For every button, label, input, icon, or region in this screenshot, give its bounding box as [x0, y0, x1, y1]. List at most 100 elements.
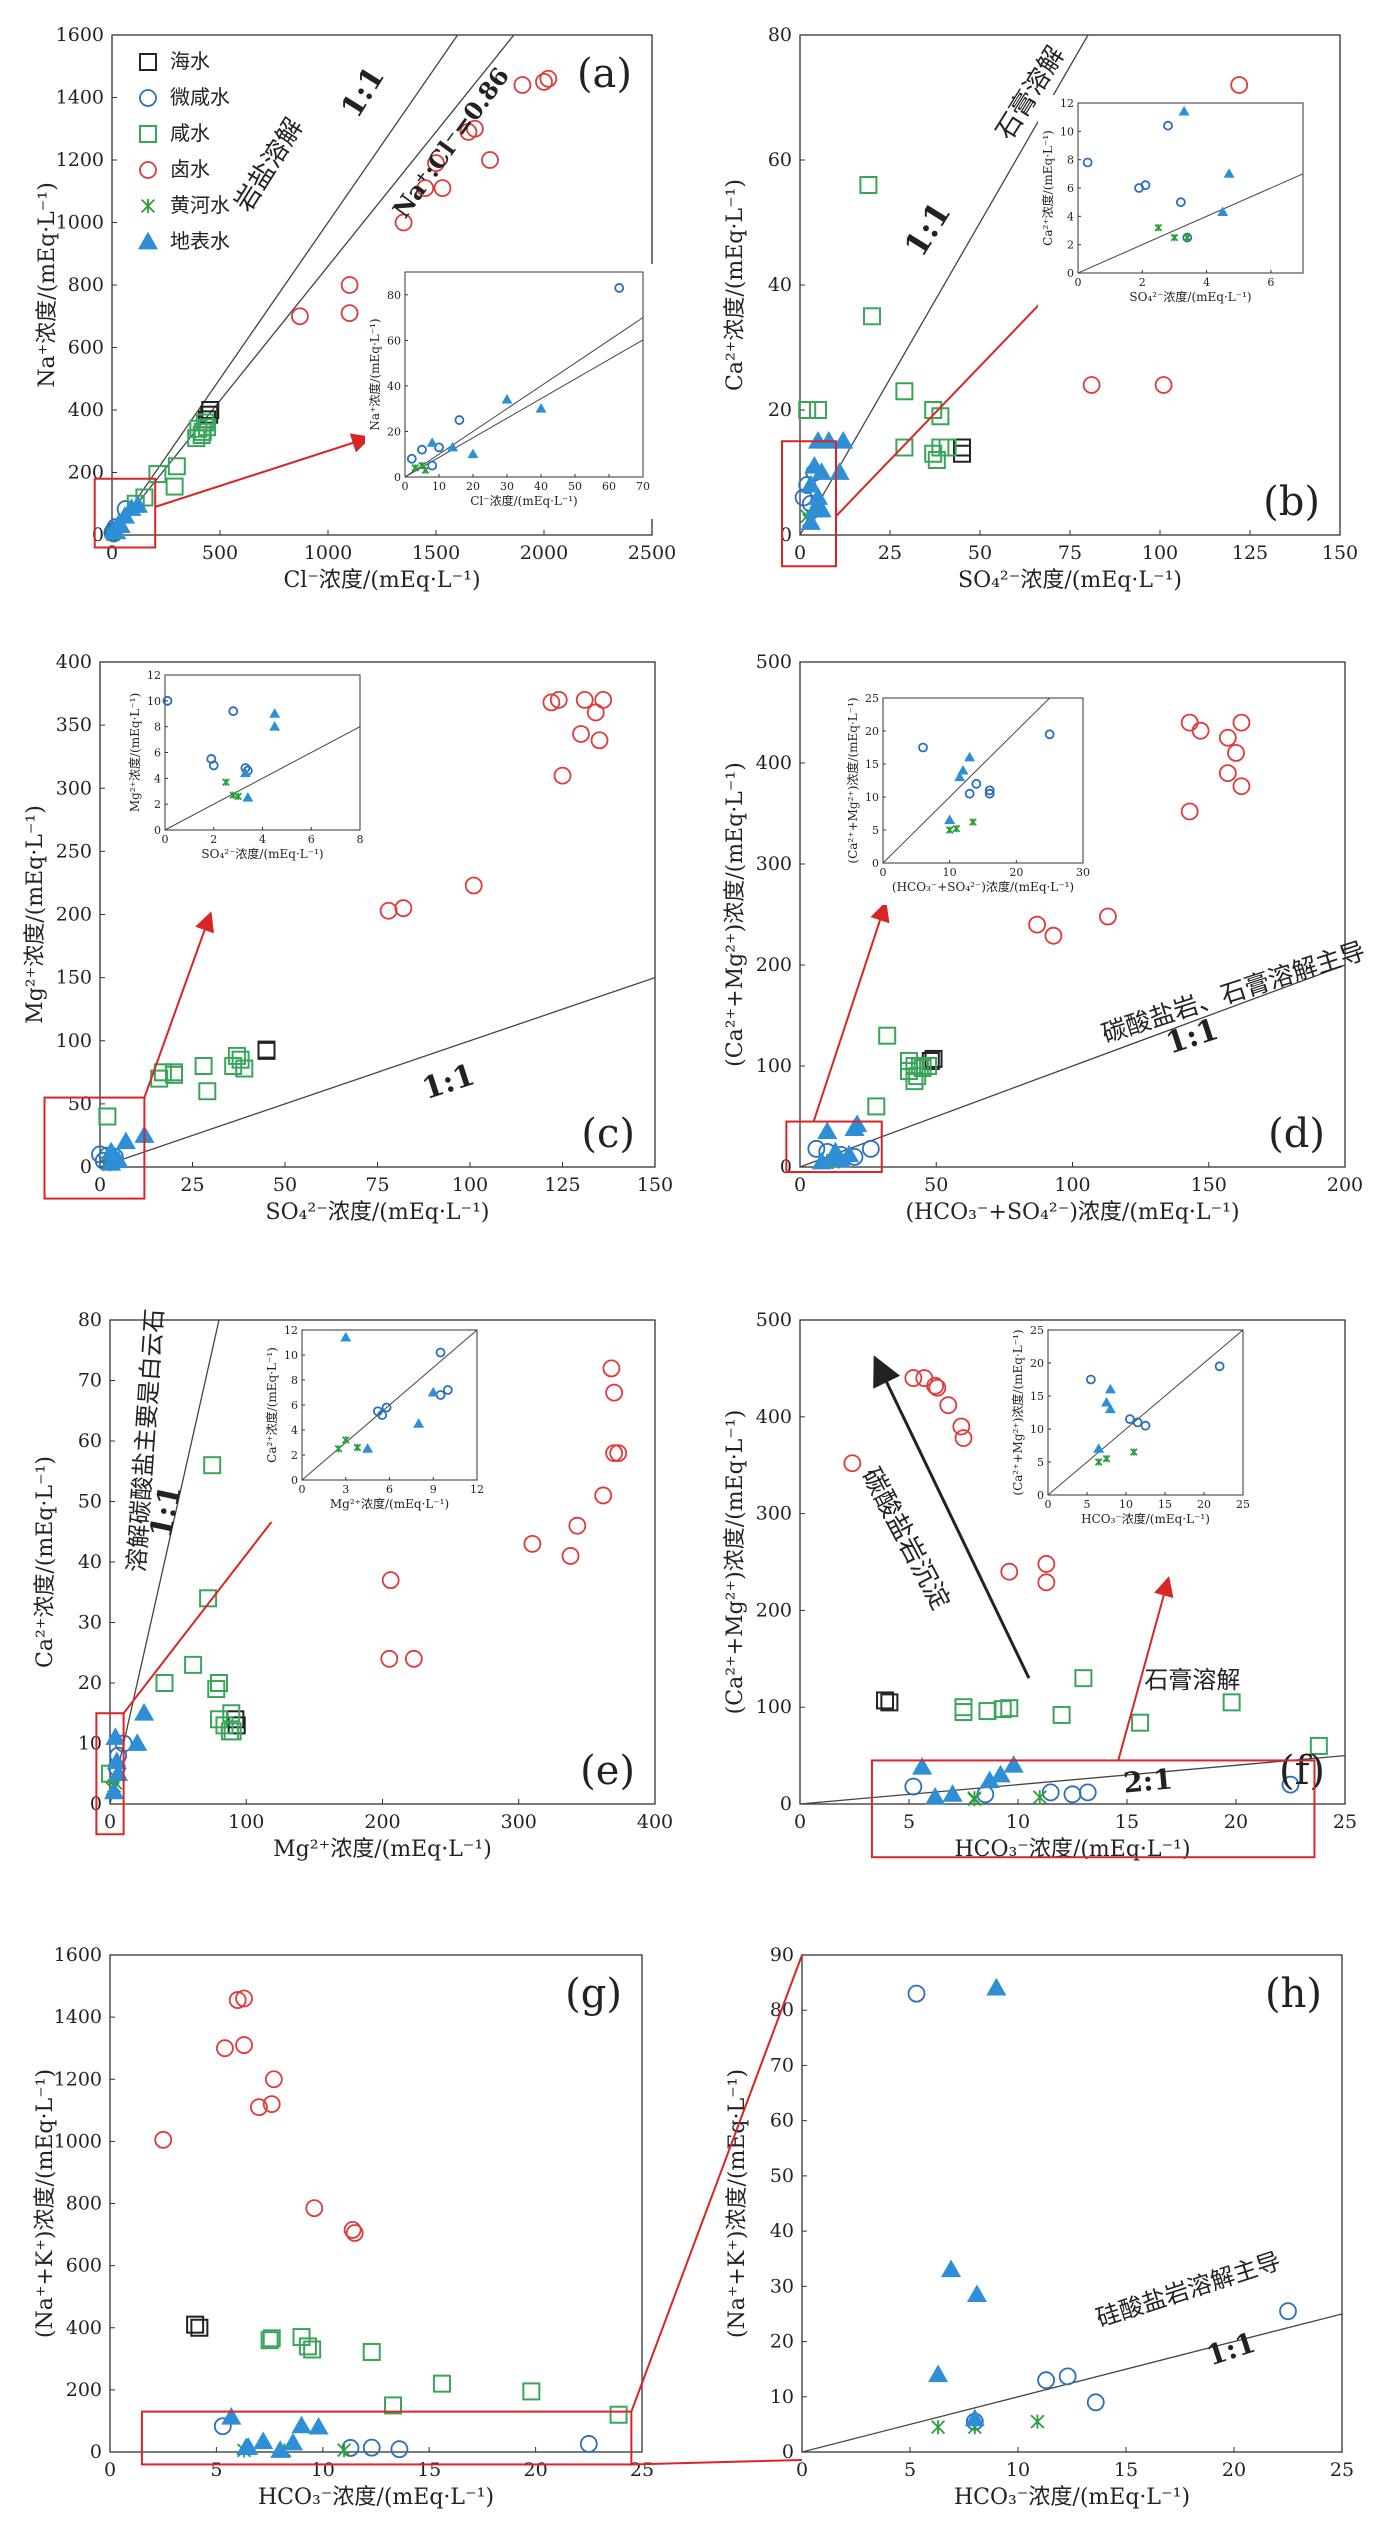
data-point-咸水 [194, 1057, 213, 1075]
x-tick-label: 15 [1114, 2459, 1138, 2481]
zoom-arrow [154, 433, 372, 508]
zoom-region-box [93, 477, 157, 549]
data-point-微咸水 [984, 788, 995, 799]
y-tick-label: 8 [154, 721, 161, 734]
x-tick-label: 10 [432, 480, 446, 493]
data-point-卤水 [1154, 376, 1173, 394]
data-point-卤水 [1218, 764, 1237, 782]
series-咸水 [98, 1046, 254, 1126]
y-axis-label: Na⁺浓度/(mEq·L⁻¹) [367, 318, 382, 430]
data-point-卤水 [1230, 76, 1249, 94]
data-point-咸水 [210, 1674, 228, 1692]
y-axis-label: Mg²⁺浓度/(mEq·L⁻¹) [23, 805, 48, 1024]
y-tick-label: 40 [78, 1551, 102, 1573]
y-tick-label: 70 [770, 2054, 794, 2076]
data-point-地表水 [447, 441, 459, 452]
series-海水 [186, 2315, 209, 2337]
data-point-微咸水 [861, 1139, 880, 1158]
data-point-海水 [257, 1041, 276, 1060]
y-tick-label: 2 [291, 1449, 298, 1462]
data-point-咸水 [165, 477, 184, 496]
y-tick-label: 5 [1037, 1456, 1044, 1469]
x-tick-label: 40 [534, 480, 548, 493]
legend-marker-卤水 [139, 161, 157, 179]
y-tick-label: 60 [78, 1430, 102, 1452]
x-tick-label: 25 [180, 1174, 204, 1196]
x-tick-label: 3 [342, 1483, 349, 1496]
y-axis-label: Mg²⁺浓度/(mEq·L⁻¹) [127, 693, 142, 812]
series-地表水 [101, 1125, 155, 1171]
y-tick-label: 8 [291, 1374, 298, 1387]
series-地表水 [426, 393, 547, 459]
data-point-咸水 [522, 2382, 541, 2401]
y-tick-label: 100 [756, 1055, 792, 1077]
y-tick-label: 40 [768, 274, 792, 296]
data-point-黄河水 [353, 1443, 362, 1452]
data-point-卤水 [459, 122, 478, 141]
x-tick-label: 0 [1075, 276, 1082, 289]
data-point-卤水 [380, 1649, 399, 1668]
x-tick-label: 25 [630, 2459, 654, 2481]
series-卤水 [291, 69, 558, 326]
y-tick-label: 20 [1030, 1357, 1044, 1370]
x-tick-label: 0 [796, 2459, 808, 2481]
ratio-line-1 [1048, 1330, 1243, 1495]
data-point-卤水 [427, 154, 445, 173]
series-黄河水 [1094, 1448, 1138, 1466]
inset-background [1038, 95, 1315, 315]
data-point-地表水 [236, 2437, 257, 2456]
series-地表水 [912, 1755, 1024, 1805]
ratio-lines [883, 698, 1051, 863]
y-tick-label: 2 [1067, 239, 1074, 252]
data-point-地表水 [925, 1787, 946, 1805]
data-point-地表水 [847, 1114, 868, 1132]
data-point-咸水 [895, 382, 914, 401]
y-axis-label: (Ca²⁺+Mg²⁺)浓度/(mEq·L⁻¹) [845, 697, 860, 863]
data-point-地表水 [127, 495, 148, 513]
data-point-微咸水 [1037, 2371, 1055, 2390]
x-axis-label: HCO₃⁻浓度/(mEq·L⁻¹) [258, 2485, 494, 2510]
data-point-卤水 [561, 1547, 580, 1565]
data-point-微咸水 [907, 1984, 926, 2003]
y-tick-label: 300 [756, 853, 792, 875]
data-point-地表水 [807, 487, 829, 505]
data-point-地表水 [501, 393, 513, 404]
data-point-咸水 [207, 1680, 226, 1699]
x-tick-label: 0 [794, 542, 806, 564]
data-point-地表水 [817, 1121, 838, 1140]
y-tick-label: 200 [756, 954, 792, 976]
data-point-咸水 [919, 1057, 938, 1075]
series-地表水 [811, 1114, 868, 1170]
series-海水 [953, 438, 971, 463]
y-tick-label: 400 [68, 399, 104, 421]
y-tick-label: 1400 [56, 87, 104, 109]
data-point-卤水 [542, 693, 561, 712]
y-tick-label: 6 [154, 747, 161, 760]
annotation-text: 硅酸盐岩溶解主导 [1093, 2247, 1284, 2333]
data-point-地表水 [362, 1443, 374, 1453]
data-point-咸水 [859, 176, 878, 194]
y-tick-label: 500 [756, 1309, 792, 1331]
y-tick-label: 200 [68, 462, 104, 484]
data-point-微咸水 [579, 2435, 598, 2453]
y-tick-label: 80 [387, 289, 401, 302]
data-point-地表水 [308, 2416, 329, 2435]
y-tick-label: 50 [78, 1491, 102, 1513]
x-tick-label: 500 [202, 542, 238, 564]
x-tick-label: 100 [452, 1174, 488, 1196]
y-axis-label: Ca²⁺浓度/(mEq·L⁻¹) [33, 1456, 58, 1668]
zoom-region-box [781, 440, 837, 568]
panel-tag: (e) [580, 1748, 635, 1794]
data-point-咸水 [224, 1057, 243, 1075]
x-tick-label: 10 [1006, 1811, 1030, 1833]
series-卤水 [154, 1989, 364, 2242]
x-tick-label: 70 [636, 480, 650, 493]
data-point-地表水 [269, 708, 281, 718]
data-point-咸水 [260, 2331, 279, 2350]
data-point-咸水 [1074, 1669, 1093, 1688]
data-point-微咸水 [1086, 1374, 1096, 1385]
series-海水 [226, 1710, 246, 1735]
data-point-卤水 [523, 1534, 542, 1553]
data-point-微咸水 [1044, 729, 1055, 740]
plot-frame [1047, 1329, 1244, 1496]
